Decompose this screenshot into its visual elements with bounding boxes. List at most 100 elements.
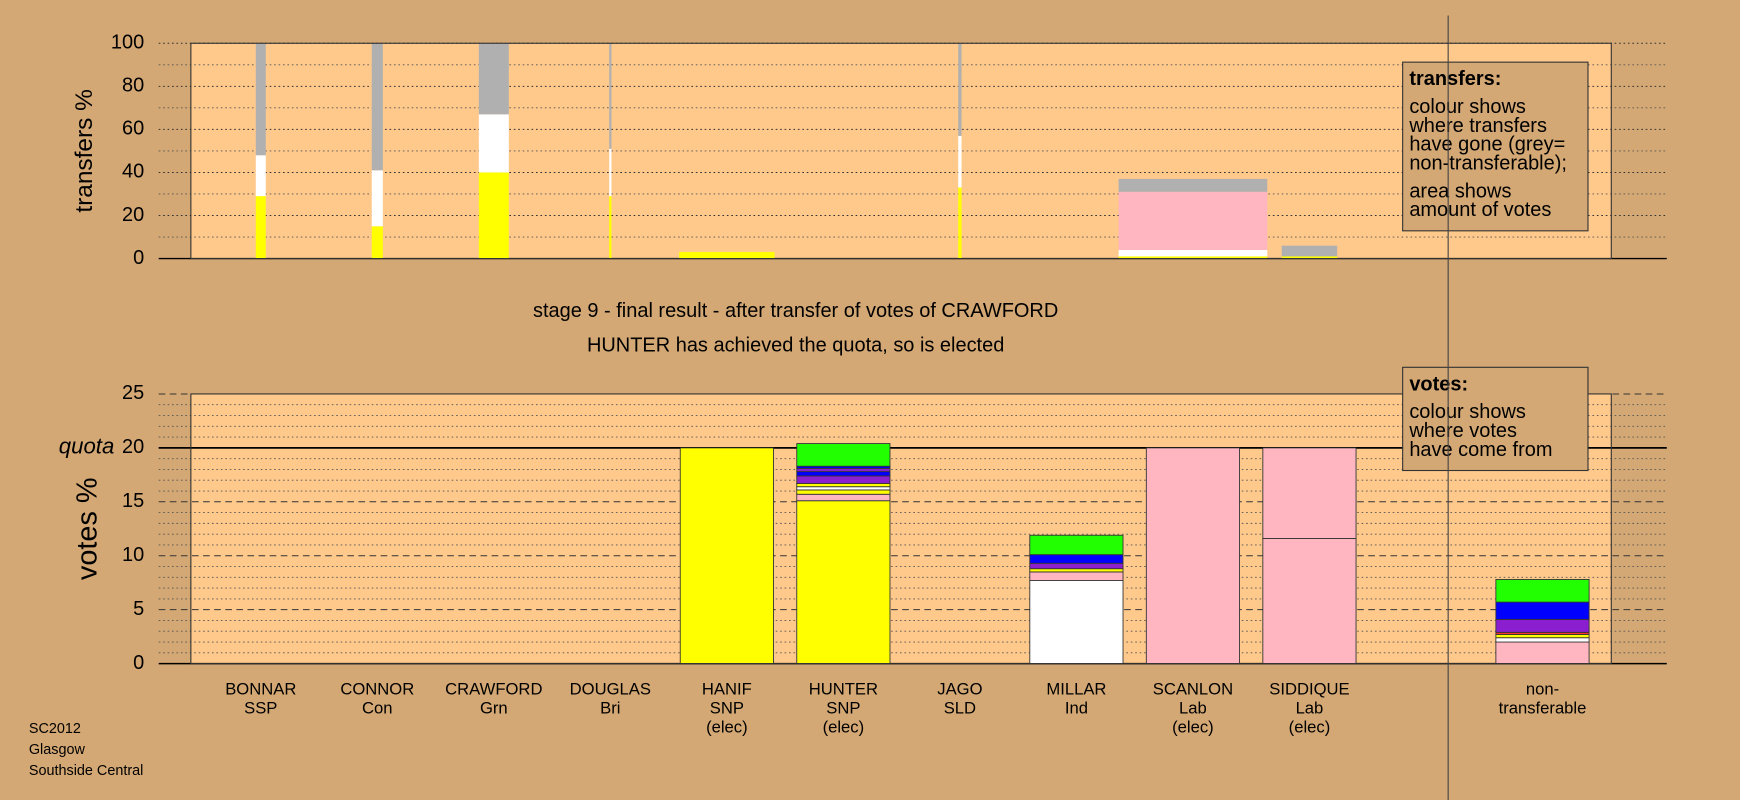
x-tick-label: CRAWFORD bbox=[445, 680, 542, 699]
footer-line: Glasgow bbox=[29, 742, 86, 758]
bar-segment bbox=[1029, 568, 1124, 573]
y-axis-label: votes % bbox=[71, 477, 103, 580]
x-tick-label: HANIF bbox=[702, 680, 752, 699]
x-tick-label: non- bbox=[1526, 680, 1559, 699]
bar-segment bbox=[796, 500, 891, 665]
x-tick-label: SNP bbox=[826, 698, 860, 717]
x-tick-label: (elec) bbox=[1289, 717, 1331, 736]
bar-segment bbox=[796, 471, 891, 477]
bar-segment bbox=[1029, 562, 1124, 570]
bar-segment bbox=[796, 486, 891, 491]
y-tick-label: 20 bbox=[122, 436, 144, 458]
x-tick-label: JAGO bbox=[937, 680, 982, 699]
bar-segment bbox=[796, 467, 891, 473]
x-tick-label: HUNTER bbox=[809, 680, 878, 699]
bar-segment bbox=[255, 196, 266, 259]
bar-segment bbox=[255, 43, 266, 156]
x-tick-label: SNP bbox=[710, 698, 744, 717]
x-tick-label: CONNOR bbox=[340, 680, 414, 699]
y-tick-label: 25 bbox=[122, 382, 144, 404]
bar-segment bbox=[958, 187, 962, 259]
legend-text: colour shows bbox=[1409, 96, 1526, 118]
bar-segment bbox=[255, 155, 266, 197]
bar-segment bbox=[1029, 571, 1124, 581]
bar-segment bbox=[1118, 256, 1268, 259]
y-tick-label: 15 bbox=[122, 490, 144, 512]
bar-segment bbox=[679, 447, 774, 665]
bar-segment bbox=[1495, 579, 1590, 603]
bar-segment bbox=[1495, 641, 1590, 665]
plot-area bbox=[190, 393, 1612, 664]
bar-segment bbox=[796, 475, 891, 484]
x-tick-label: SLD bbox=[944, 698, 976, 717]
y-tick-label: 60 bbox=[122, 118, 144, 140]
bar-segment bbox=[1029, 580, 1124, 665]
bar-segment bbox=[609, 43, 612, 149]
bar-segment bbox=[1118, 249, 1268, 257]
bar-segment bbox=[796, 489, 891, 495]
legend-text: area shows bbox=[1409, 180, 1511, 202]
stage-title: stage 9 - final result - after transfer … bbox=[533, 300, 1058, 322]
bar-segment bbox=[371, 43, 383, 171]
x-tick-label: SSP bbox=[244, 698, 277, 717]
stage-subtitle: HUNTER has achieved the quota, so is ele… bbox=[587, 335, 1004, 357]
bar-segment bbox=[478, 114, 509, 173]
legend-box bbox=[1402, 366, 1589, 472]
bar-segment bbox=[1262, 538, 1357, 665]
legend-box bbox=[1402, 61, 1589, 232]
bar-segment bbox=[1029, 534, 1124, 556]
x-tick-label: transferable bbox=[1499, 698, 1587, 717]
legend-text: non-transferable); bbox=[1409, 153, 1567, 175]
bar-segment bbox=[1495, 634, 1590, 639]
y-axis-label: transfers % bbox=[71, 89, 98, 212]
x-tick-label: BONNAR bbox=[225, 680, 296, 699]
bar-segment bbox=[478, 43, 509, 115]
x-tick-label: Ind bbox=[1065, 698, 1088, 717]
legend-text: have come from bbox=[1409, 439, 1552, 461]
bar-segment bbox=[958, 43, 962, 136]
quota-label: quota bbox=[59, 434, 115, 459]
x-tick-label: (elec) bbox=[823, 717, 865, 736]
y-tick-label: 0 bbox=[133, 247, 144, 269]
y-tick-label: 100 bbox=[111, 32, 144, 54]
x-tick-label: Grn bbox=[480, 698, 508, 717]
y-tick-label: 5 bbox=[133, 598, 144, 620]
bar-segment bbox=[1281, 245, 1338, 257]
bar-segment bbox=[1118, 178, 1268, 192]
bar-segment bbox=[1495, 637, 1590, 643]
bar-segment bbox=[958, 135, 962, 188]
bar-segment bbox=[1145, 447, 1240, 665]
x-tick-label: SIDDIQUE bbox=[1269, 680, 1349, 699]
x-tick-label: MILLAR bbox=[1046, 680, 1106, 699]
x-tick-label: (elec) bbox=[706, 717, 748, 736]
y-tick-label: 80 bbox=[122, 75, 144, 97]
y-tick-label: 10 bbox=[122, 544, 144, 566]
x-tick-label: Bri bbox=[600, 698, 620, 717]
legend-text: where votes bbox=[1408, 420, 1517, 442]
y-tick-label: 40 bbox=[122, 161, 144, 183]
bar-segment bbox=[796, 493, 891, 502]
bar-segment bbox=[371, 226, 383, 259]
legend-text: amount of votes bbox=[1409, 199, 1551, 221]
bar-segment bbox=[796, 483, 891, 488]
y-tick-label: 20 bbox=[122, 204, 144, 226]
plot-frame bbox=[190, 393, 1612, 665]
legend-text: where transfers bbox=[1408, 115, 1547, 137]
bar-segment bbox=[609, 196, 612, 259]
bar-segment bbox=[679, 252, 775, 259]
plot-frame bbox=[190, 42, 1612, 260]
x-tick-label: (elec) bbox=[1172, 717, 1214, 736]
bar-segment bbox=[478, 172, 509, 259]
x-tick-label: Con bbox=[362, 698, 393, 717]
x-tick-label: Lab bbox=[1296, 698, 1324, 717]
footer-line: Southside Central bbox=[29, 763, 144, 779]
legend-title: transfers: bbox=[1409, 68, 1501, 90]
legend-text: colour shows bbox=[1409, 401, 1526, 423]
bar-segment bbox=[609, 148, 612, 197]
bar-segment bbox=[1118, 191, 1268, 250]
bar-segment bbox=[796, 443, 891, 467]
bar-segment bbox=[371, 170, 383, 227]
x-tick-label: DOUGLAS bbox=[570, 680, 651, 699]
x-tick-label: SCANLON bbox=[1153, 680, 1233, 699]
